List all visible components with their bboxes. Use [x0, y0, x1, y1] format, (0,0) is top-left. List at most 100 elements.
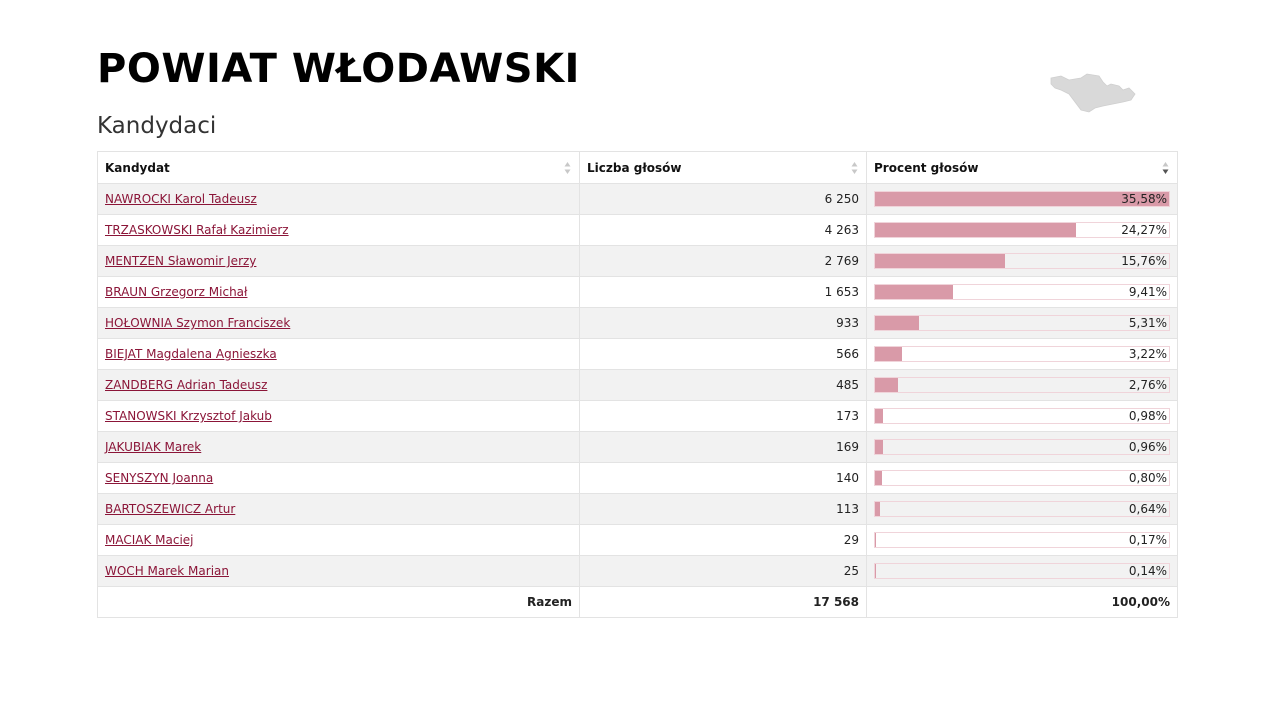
- percent-cell: 0,96%: [866, 431, 1178, 463]
- candidate-link[interactable]: TRZASKOWSKI Rafał Kazimierz: [105, 223, 289, 237]
- percent-label: 2,76%: [1128, 378, 1167, 392]
- table-row: ZANDBERG Adrian Tadeusz 485 2,76%: [97, 369, 1178, 401]
- votes-cell: 173: [579, 400, 867, 432]
- percent-bar-fill: [875, 223, 1076, 237]
- votes-cell: 2 769: [579, 245, 867, 277]
- candidate-cell: NAWROCKI Karol Tadeusz: [97, 183, 580, 215]
- table-body: NAWROCKI Karol Tadeusz 6 250 35,58% TRZASKO…: [97, 183, 1178, 587]
- candidate-cell: BARTOSZEWICZ Artur: [97, 493, 580, 525]
- candidate-cell: TRZASKOWSKI Rafał Kazimierz: [97, 214, 580, 246]
- votes-cell: 6 250: [579, 183, 867, 215]
- candidate-cell: HOŁOWNIA Szymon Franciszek: [97, 307, 580, 339]
- votes-cell: 113: [579, 493, 867, 525]
- candidate-cell: SENYSZYN Joanna: [97, 462, 580, 494]
- votes-cell: 485: [579, 369, 867, 401]
- percent-bar-fill: [875, 316, 919, 330]
- percent-cell: 0,64%: [866, 493, 1178, 525]
- votes-cell: 25: [579, 555, 867, 587]
- table-row: TRZASKOWSKI Rafał Kazimierz 4 263 24,27%: [97, 214, 1178, 246]
- candidate-cell: STANOWSKI Krzysztof Jakub: [97, 400, 580, 432]
- percent-bar: 2,76%: [874, 377, 1170, 393]
- column-header-candidate[interactable]: Kandydat: [97, 151, 580, 184]
- percent-bar-fill: [875, 502, 881, 516]
- total-label: Razem: [97, 586, 580, 618]
- percent-label: 9,41%: [1128, 285, 1167, 299]
- percent-bar: 5,31%: [874, 315, 1170, 331]
- page-title: POWIAT WŁODAWSKI: [97, 46, 580, 92]
- candidate-link[interactable]: BARTOSZEWICZ Artur: [105, 502, 236, 516]
- candidate-link[interactable]: SENYSZYN Joanna: [105, 471, 214, 485]
- votes-cell: 29: [579, 524, 867, 556]
- percent-bar-fill: [875, 471, 882, 485]
- candidate-link[interactable]: JAKUBIAK Marek: [105, 440, 202, 454]
- percent-bar-fill: [875, 347, 902, 361]
- percent-label: 0,80%: [1128, 471, 1167, 485]
- table-row: BRAUN Grzegorz Michał 1 653 9,41%: [97, 276, 1178, 308]
- percent-label: 0,96%: [1128, 440, 1167, 454]
- column-header-label: Procent głosów: [874, 160, 979, 175]
- percent-cell: 0,17%: [866, 524, 1178, 556]
- column-header-label: Kandydat: [105, 160, 170, 175]
- percent-cell: 0,98%: [866, 400, 1178, 432]
- table-header-row: Kandydat Liczba głosów Procent głosów: [97, 151, 1178, 184]
- percent-bar: 0,98%: [874, 408, 1170, 424]
- candidate-link[interactable]: BIEJAT Magdalena Agnieszka: [105, 347, 277, 361]
- percent-label: 0,17%: [1128, 533, 1167, 547]
- percent-bar-fill: [875, 285, 953, 299]
- candidate-link[interactable]: MACIAK Maciej: [105, 533, 194, 547]
- total-percent: 100,00%: [866, 586, 1178, 618]
- percent-cell: 2,76%: [866, 369, 1178, 401]
- candidates-table: Kandydat Liczba głosów Procent głosów: [97, 151, 1178, 618]
- table-row: JAKUBIAK Marek 169 0,96%: [97, 431, 1178, 463]
- percent-label: 5,31%: [1128, 316, 1167, 330]
- percent-bar: 15,76%: [874, 253, 1170, 269]
- table-row: MACIAK Maciej 29 0,17%: [97, 524, 1178, 556]
- candidate-cell: MENTZEN Sławomir Jerzy: [97, 245, 580, 277]
- percent-bar: 9,41%: [874, 284, 1170, 300]
- votes-cell: 4 263: [579, 214, 867, 246]
- percent-cell: 3,22%: [866, 338, 1178, 370]
- total-votes: 17 568: [579, 586, 867, 618]
- percent-label: 15,76%: [1121, 254, 1167, 268]
- percent-label: 0,14%: [1128, 564, 1167, 578]
- percent-bar-fill: [875, 440, 883, 454]
- percent-bar-fill: [875, 409, 884, 423]
- candidate-link[interactable]: WOCH Marek Marian: [105, 564, 229, 578]
- candidate-cell: ZANDBERG Adrian Tadeusz: [97, 369, 580, 401]
- district-map-icon: [1050, 73, 1136, 113]
- percent-bar-fill: [875, 564, 877, 578]
- candidate-cell: WOCH Marek Marian: [97, 555, 580, 587]
- votes-cell: 140: [579, 462, 867, 494]
- votes-cell: 933: [579, 307, 867, 339]
- percent-label: 0,64%: [1128, 502, 1167, 516]
- candidate-link[interactable]: STANOWSKI Krzysztof Jakub: [105, 409, 272, 423]
- column-header-votes[interactable]: Liczba głosów: [579, 151, 867, 184]
- candidate-link[interactable]: NAWROCKI Karol Tadeusz: [105, 192, 257, 206]
- candidate-cell: JAKUBIAK Marek: [97, 431, 580, 463]
- percent-bar-fill: [875, 533, 877, 547]
- percent-cell: 9,41%: [866, 276, 1178, 308]
- sort-both-icon: [851, 162, 858, 174]
- percent-bar: 0,96%: [874, 439, 1170, 455]
- percent-cell: 35,58%: [866, 183, 1178, 215]
- percent-bar: 0,14%: [874, 563, 1170, 579]
- percent-cell: 5,31%: [866, 307, 1178, 339]
- candidate-link[interactable]: ZANDBERG Adrian Tadeusz: [105, 378, 268, 392]
- percent-bar: 35,58%: [874, 191, 1170, 207]
- votes-cell: 1 653: [579, 276, 867, 308]
- percent-bar: 0,64%: [874, 501, 1170, 517]
- percent-label: 0,98%: [1128, 409, 1167, 423]
- candidate-link[interactable]: BRAUN Grzegorz Michał: [105, 285, 248, 299]
- percent-cell: 0,14%: [866, 555, 1178, 587]
- candidate-cell: BRAUN Grzegorz Michał: [97, 276, 580, 308]
- column-header-percent[interactable]: Procent głosów: [866, 151, 1178, 184]
- percent-bar-fill: [875, 254, 1006, 268]
- sort-both-icon: [564, 162, 571, 174]
- candidate-link[interactable]: HOŁOWNIA Szymon Franciszek: [105, 316, 291, 330]
- percent-bar-fill: [875, 378, 898, 392]
- table-row: SENYSZYN Joanna 140 0,80%: [97, 462, 1178, 494]
- candidate-link[interactable]: MENTZEN Sławomir Jerzy: [105, 254, 257, 268]
- table-footer-row: Razem 17 568 100,00%: [97, 586, 1178, 618]
- table-row: BARTOSZEWICZ Artur 113 0,64%: [97, 493, 1178, 525]
- table-row: BIEJAT Magdalena Agnieszka 566 3,22%: [97, 338, 1178, 370]
